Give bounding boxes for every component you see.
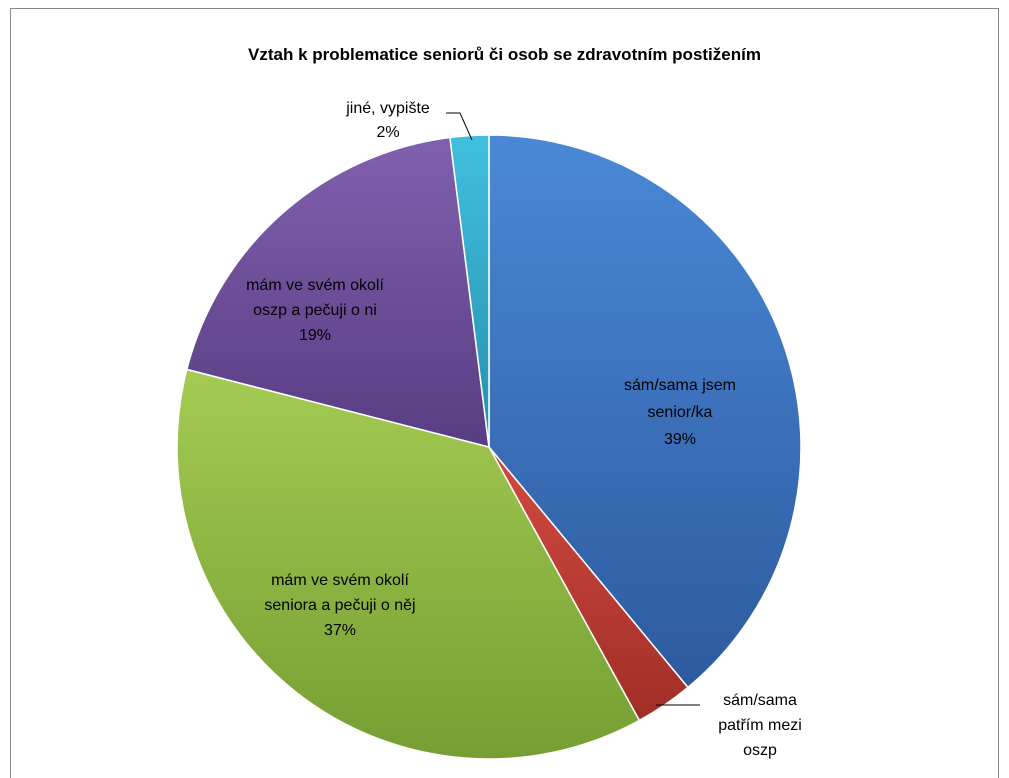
pie-slice-1 <box>488 134 802 689</box>
pie-slice-4 <box>185 136 490 449</box>
slice-label-1: sám/sama jsem senior/ka 39% <box>624 377 736 448</box>
slice-label-5: jiné, vypište 2% <box>345 100 430 141</box>
slice-label-line: 2% <box>376 124 399 141</box>
chart-title: Vztah k problematice seniorů či osob se … <box>248 45 761 64</box>
pie-slice-5 <box>449 134 490 448</box>
slice-label-line: seniora a pečuji o něj <box>264 597 415 614</box>
slice-label-line: mám ve svém okolí <box>271 572 409 589</box>
leader-lines <box>446 112 700 706</box>
slice-label-line: mám ve svém okolí <box>246 277 384 294</box>
slice-label-2: sám/sama patřím mezi oszp <box>718 692 802 759</box>
slice-label-line: oszp <box>743 742 777 759</box>
slice-labels: sám/sama jsem senior/ka 39% sám/sama patřím … <box>246 100 802 759</box>
slice-label-line: oszp a pečuji o ni <box>253 302 377 319</box>
slice-label-line: 37% <box>324 622 356 639</box>
slice-label-line: sám/sama jsem <box>624 377 736 394</box>
leader-line-5 <box>446 112 473 141</box>
slice-label-line: 39% <box>664 431 696 448</box>
pie-slice-3 <box>176 368 641 760</box>
slice-label-3: mám ve svém okolí seniora a pečuji o něj 3… <box>264 572 415 639</box>
pie-slices <box>176 134 802 760</box>
slice-label-line: senior/ka <box>648 404 713 421</box>
slice-label-line: sám/sama <box>723 692 797 709</box>
slice-label-line: 19% <box>299 327 331 344</box>
slice-label-4: mám ve svém okolí oszp a pečuji o ni 19% <box>246 277 384 344</box>
slice-label-line: patřím mezi <box>718 717 802 734</box>
slice-label-line: jiné, vypište <box>345 100 430 117</box>
